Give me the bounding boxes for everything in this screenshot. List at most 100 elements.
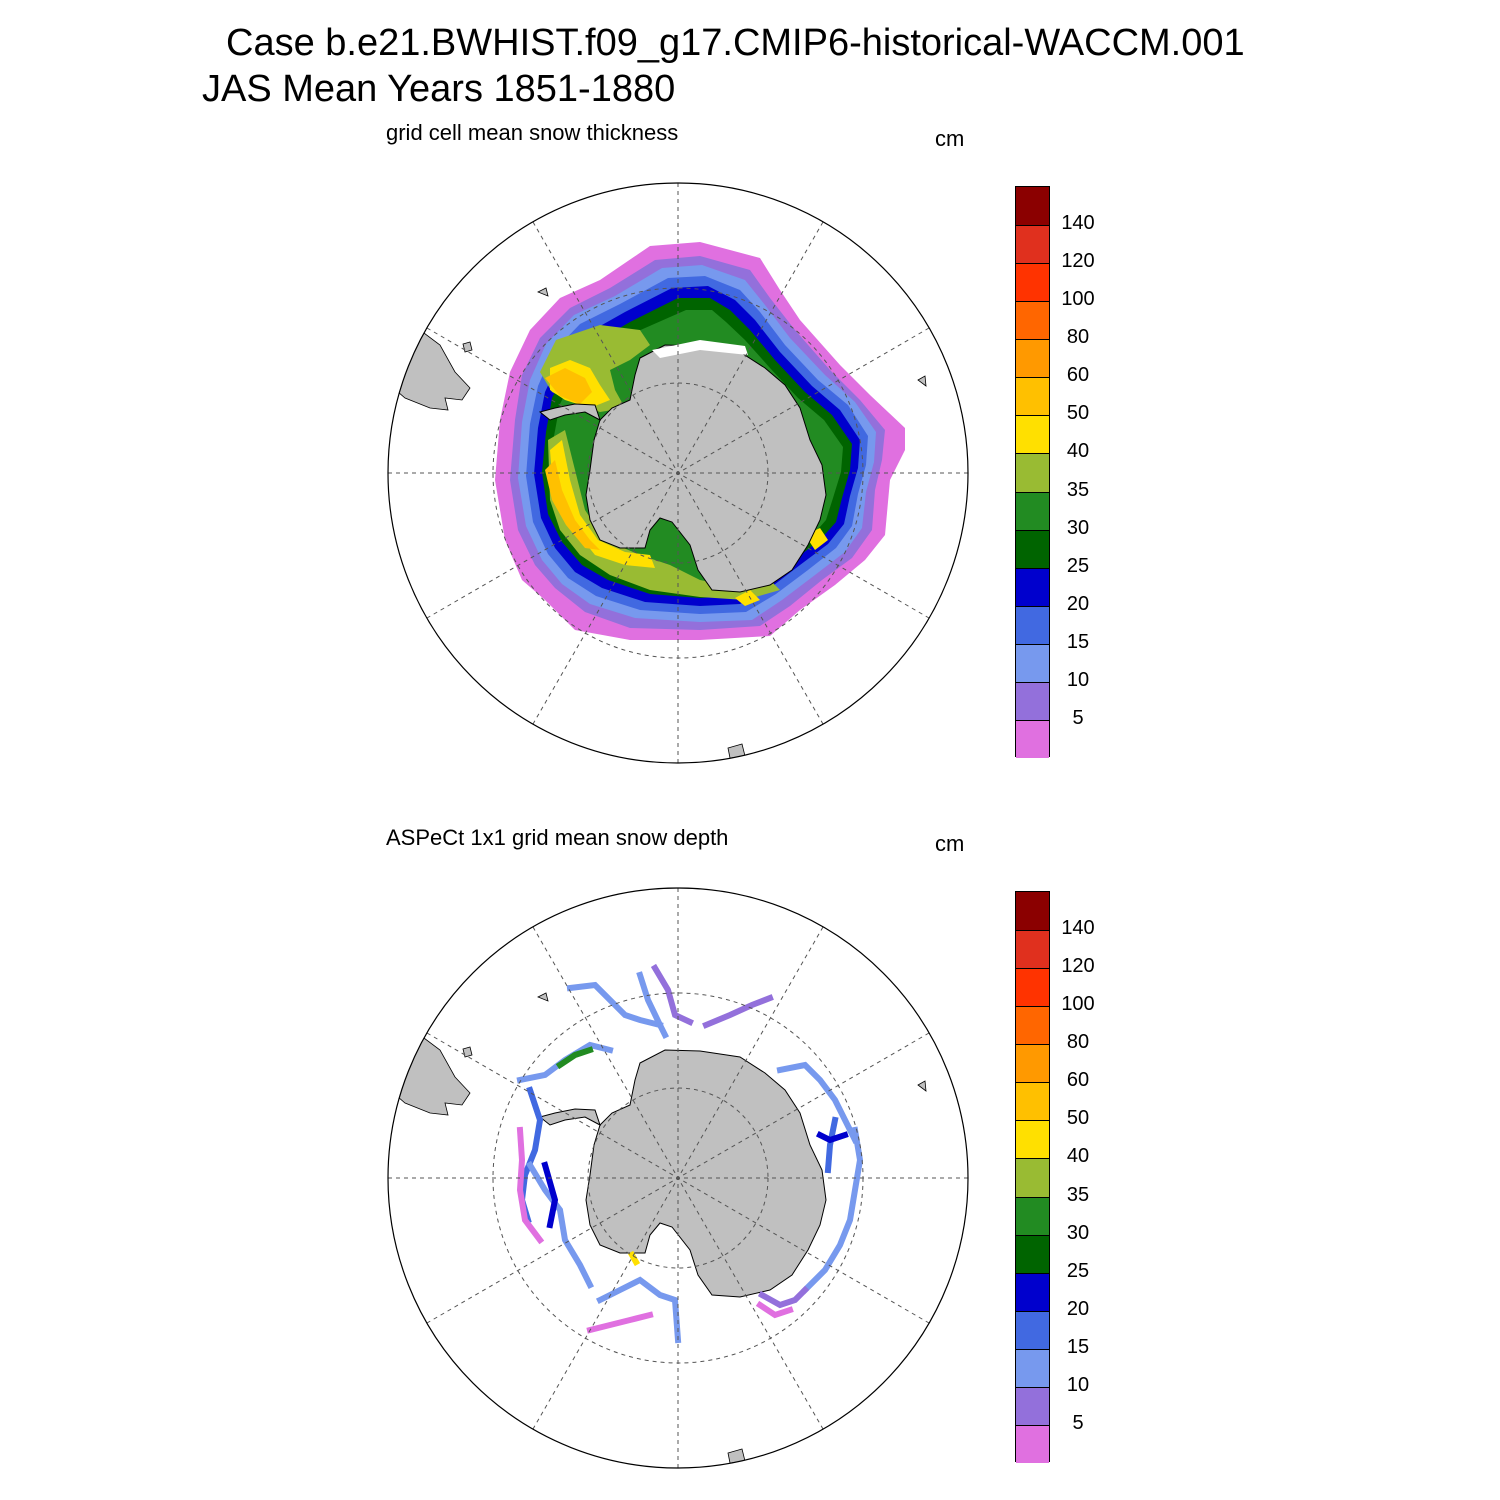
- antarctica-landmass: [585, 1049, 827, 1298]
- colorbar-swatch: [1016, 187, 1049, 226]
- ship-tracks: [516, 963, 864, 1344]
- graticule: [388, 888, 968, 1468]
- colorbar-swatch: [1016, 453, 1049, 492]
- sea-ice-band-40-50-ross: [735, 590, 760, 606]
- ship-track: [595, 1276, 682, 1344]
- falkland-islands: [462, 1046, 473, 1058]
- ship-track: [650, 963, 694, 1026]
- colorbar-tick-label: 25: [1066, 554, 1090, 577]
- colorbar-swatch: [1016, 567, 1049, 606]
- colorbar-tick-label: 100: [1061, 288, 1095, 311]
- colorbar-tick-label: 35: [1066, 478, 1090, 501]
- ship-track: [800, 1126, 864, 1295]
- colorbar-swatch: [1016, 1044, 1049, 1083]
- sea-ice-band-40-50-weddell: [550, 440, 655, 568]
- colorbar-tick-label: 10: [1066, 668, 1090, 691]
- colorbar-tick-label: 120: [1061, 250, 1095, 273]
- colorbar-tick-label: 120: [1061, 955, 1095, 978]
- ship-track: [702, 994, 774, 1029]
- panel-1-units: cm: [935, 126, 965, 151]
- map-2-border: [387, 887, 969, 1469]
- map-panel-1: [388, 183, 968, 763]
- antarctic-peninsula: [538, 1108, 601, 1127]
- colorbar-tick-label: 10: [1066, 1373, 1090, 1396]
- colorbar-tick-label: 140: [1061, 212, 1095, 235]
- island-south-georgia: [537, 287, 549, 297]
- colorbar-swatch: [1016, 605, 1049, 644]
- colorbar-swatch: [1016, 301, 1049, 340]
- sea-ice-band-50-60-weddell: [545, 460, 600, 550]
- colorbar-1: [1015, 186, 1050, 758]
- colorbar-swatch: [1016, 968, 1049, 1007]
- south-america-landmass: [388, 329, 471, 411]
- colorbar-swatch: [1016, 1348, 1049, 1387]
- ship-track: [824, 1116, 839, 1174]
- colorbar-swatch: [1016, 263, 1049, 302]
- colorbar-swatch: [1016, 719, 1049, 758]
- colorbar-swatch: [1016, 1158, 1049, 1197]
- island-south-georgia: [537, 992, 549, 1002]
- colorbar-tick-label: 5: [1072, 1411, 1084, 1434]
- coastal-gap: [652, 340, 748, 358]
- colorbar-tick-label: 40: [1066, 1145, 1090, 1168]
- colorbar-swatch: [1016, 1082, 1049, 1121]
- colorbar-tick-label: 35: [1066, 1183, 1090, 1206]
- colorbar-tick-label: 15: [1066, 630, 1090, 653]
- antarctic-peninsula: [538, 403, 601, 422]
- colorbar-tick-label: 30: [1066, 516, 1090, 539]
- colorbar-swatch: [1016, 681, 1049, 720]
- colorbar-2: [1015, 891, 1050, 1463]
- falkland-islands: [462, 341, 473, 353]
- ship-track: [541, 1161, 559, 1229]
- colorbar-tick-label: 15: [1066, 1335, 1090, 1358]
- island-kerguelen: [917, 375, 927, 387]
- colorbar-tick-label: 50: [1066, 1107, 1090, 1130]
- colorbar-swatch: [1016, 225, 1049, 264]
- colorbar-swatch: [1016, 930, 1049, 969]
- colorbar-tick-label: 40: [1066, 440, 1090, 463]
- ship-track: [525, 1160, 595, 1290]
- graticule: [388, 183, 968, 763]
- colorbar-swatch: [1016, 415, 1049, 454]
- colorbar-swatch: [1016, 339, 1049, 378]
- ship-track: [566, 981, 664, 1029]
- ship-track: [516, 1126, 545, 1245]
- ship-track: [636, 971, 670, 1040]
- colorbar-tick-label: 60: [1066, 1069, 1090, 1092]
- figure-title-period: JAS Mean Years 1851-1880: [202, 68, 676, 110]
- ship-track: [815, 1130, 849, 1144]
- sea-ice-band-50-60-west: [545, 368, 592, 404]
- colorbar-tick-label: 100: [1061, 993, 1095, 1016]
- colorbar-tick-label: 80: [1066, 1031, 1090, 1054]
- colorbar-swatch: [1016, 491, 1049, 530]
- colorbar-swatch: [1016, 1196, 1049, 1235]
- map-panel-2: [388, 888, 968, 1468]
- antarctica-landmass: [585, 344, 827, 593]
- south-america-landmass: [388, 1034, 471, 1116]
- colorbar-swatch: [1016, 1424, 1049, 1463]
- colorbar-tick-label: 5: [1072, 706, 1084, 729]
- colorbar-swatch: [1016, 1310, 1049, 1349]
- figure-title-case: Case b.e21.BWHIST.f09_g17.CMIP6-historic…: [226, 22, 1245, 64]
- colorbar-tick-label: 20: [1066, 592, 1090, 615]
- colorbar-swatch: [1016, 529, 1049, 568]
- colorbar-tick-label: 60: [1066, 364, 1090, 387]
- ship-track: [627, 1250, 641, 1267]
- colorbar-tick-label: 20: [1066, 1297, 1090, 1320]
- panel-1-title: grid cell mean snow thickness: [386, 120, 679, 145]
- colorbar-swatch: [1016, 892, 1049, 931]
- colorbar-tick-label: 50: [1066, 402, 1090, 425]
- colorbar-swatch: [1016, 1272, 1049, 1311]
- colorbar-swatch: [1016, 1386, 1049, 1425]
- colorbar-tick-label: 140: [1061, 917, 1095, 940]
- panel-2-title: ASPeCt 1x1 grid mean snow depth: [386, 825, 729, 850]
- ship-track: [755, 1300, 794, 1319]
- colorbar-swatch: [1016, 377, 1049, 416]
- colorbar-tick-label: 30: [1066, 1221, 1090, 1244]
- colorbar-tick-label: 80: [1066, 326, 1090, 349]
- ship-track: [757, 1285, 810, 1309]
- colorbar-swatch: [1016, 1006, 1049, 1045]
- ship-track: [555, 1046, 594, 1070]
- map-1-border: [387, 182, 969, 764]
